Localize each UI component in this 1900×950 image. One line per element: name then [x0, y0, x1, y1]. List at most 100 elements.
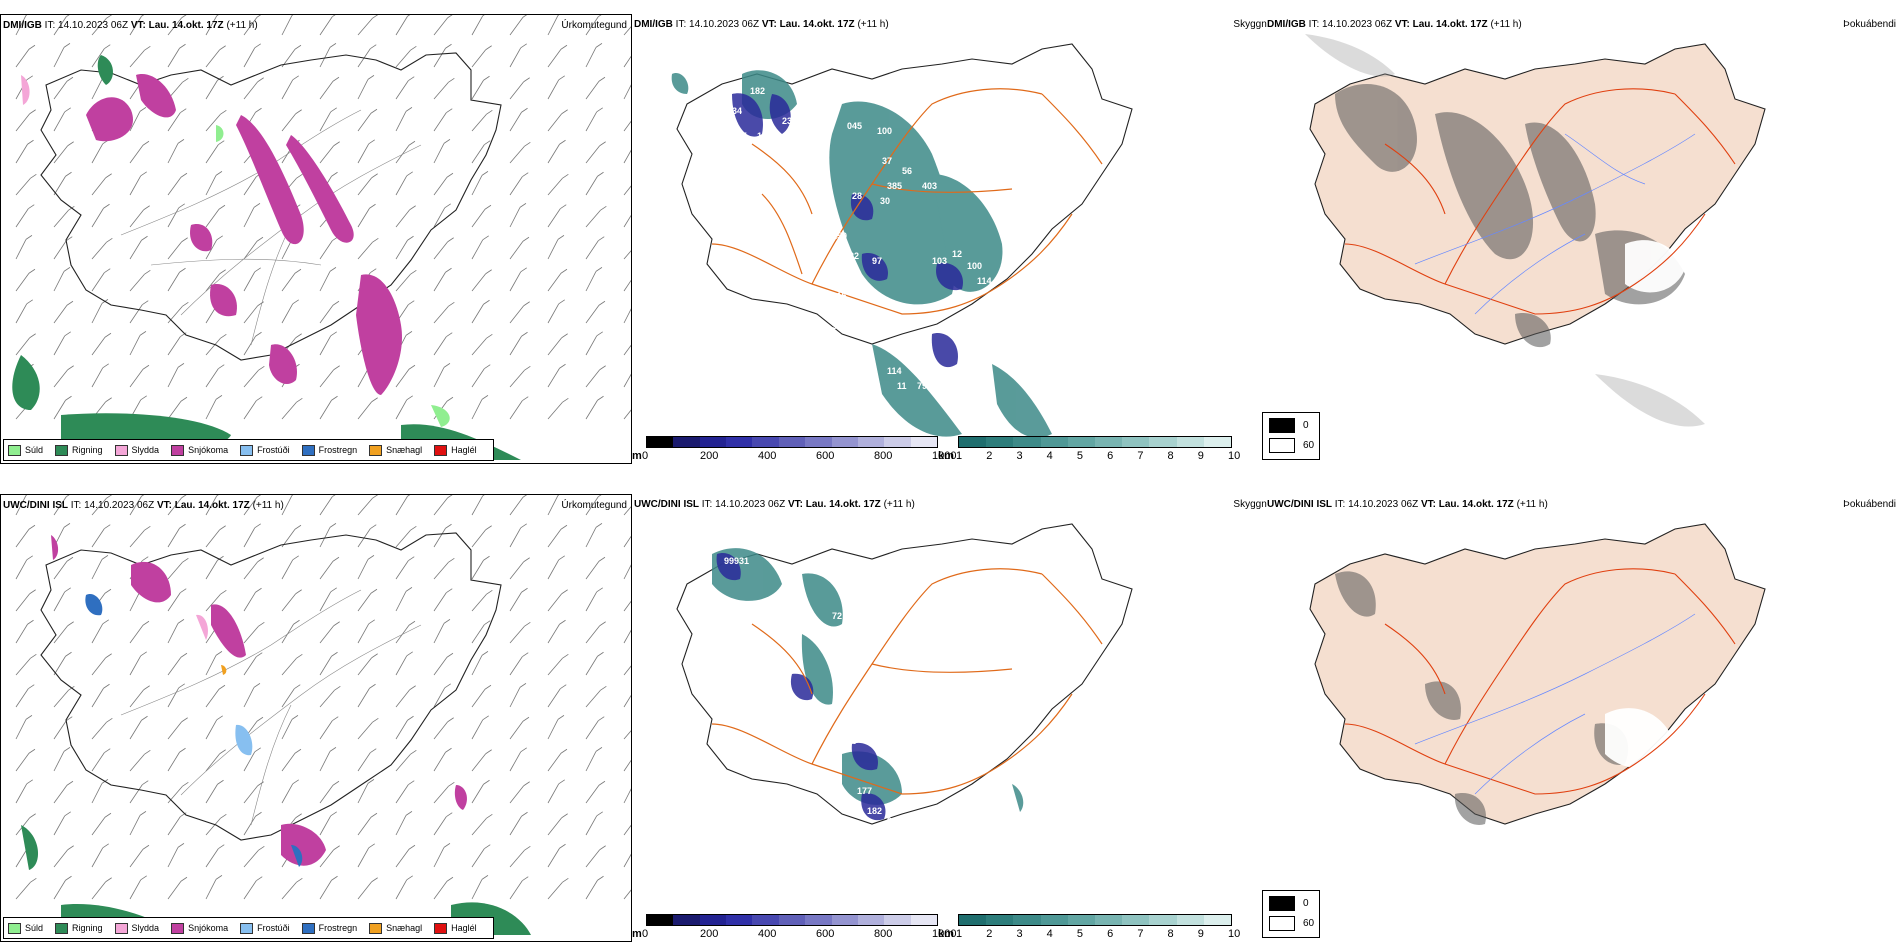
- wind-barb: [585, 625, 600, 644]
- wind-barb: [509, 626, 525, 644]
- wind-barb-flag: [522, 172, 529, 178]
- wind-barb-flag: [333, 845, 340, 851]
- wind-barb: [243, 626, 259, 644]
- wind-barb-flag: [369, 683, 376, 689]
- wind-barb: [129, 784, 143, 804]
- wind-barb-flag: [558, 779, 565, 785]
- wind-barb-flag: [332, 716, 339, 722]
- fog-legend-label: 60: [1303, 440, 1315, 451]
- wind-barb: [281, 688, 295, 708]
- wind-barb-flag: [66, 495, 70, 498]
- wind-barb-flag: [102, 619, 109, 625]
- wind-barb-flag: [367, 779, 375, 784]
- wind-barb: [129, 496, 142, 516]
- wind-barb-flag: [216, 235, 223, 241]
- wind-barb: [319, 496, 333, 516]
- wind-barb-flag: [484, 844, 491, 850]
- header-row1-fog: DMI/IGB IT: 14.10.2023 06Z VT: Lau. 14.o…: [1267, 19, 1522, 30]
- wind-barb-flag: [521, 587, 528, 593]
- wind-barb: [547, 528, 562, 548]
- wind-barb: [471, 784, 484, 804]
- wind-barb-flag: [63, 523, 71, 528]
- wind-barb-flag: [558, 299, 565, 305]
- wind-barb-flag: [295, 813, 302, 819]
- precip-blobs: [21, 535, 531, 935]
- wind-barb-flag: [561, 109, 568, 115]
- wind-barb: [433, 623, 445, 644]
- wind-barb-flag: [443, 619, 451, 624]
- wind-barb: [509, 16, 524, 36]
- wind-barb: [433, 497, 448, 516]
- wind-barb: [243, 207, 255, 228]
- wind-barb: [433, 752, 446, 772]
- wind-barb: [547, 402, 563, 420]
- legend-label: Frostregn: [318, 445, 358, 455]
- wind-barb-flag: [410, 749, 417, 755]
- wind-barb-flag: [101, 555, 109, 560]
- wind-barb: [623, 564, 631, 580]
- colorbar-cell: [778, 915, 806, 925]
- wind-barb: [471, 208, 486, 228]
- wind-barb: [585, 496, 599, 516]
- wind-barb: [205, 239, 218, 260]
- wind-barb-flag: [139, 811, 147, 816]
- wind-barb-flag: [598, 300, 606, 306]
- wind-barb: [395, 815, 407, 836]
- wind-barb: [471, 719, 484, 740]
- wind-barb-flag: [143, 205, 150, 211]
- colorbar-cell: [647, 915, 674, 925]
- wind-barb: [433, 241, 448, 260]
- wind-barb: [471, 175, 483, 196]
- wind-barb: [15, 208, 29, 228]
- wind-barb: [167, 112, 181, 132]
- wind-barb: [395, 879, 408, 900]
- wind-barb-flag: [66, 556, 74, 562]
- wind-barb: [167, 272, 180, 292]
- colorbar-cell: [1013, 437, 1041, 447]
- wind-barb: [243, 305, 258, 324]
- fog-legend-row2: 0 60: [1262, 890, 1320, 938]
- visibility-label: 28: [852, 191, 862, 201]
- wind-barb: [585, 145, 600, 164]
- legend-label: Snjókoma: [188, 445, 229, 455]
- wind-barb-flag: [65, 171, 72, 177]
- wind-barb-flag: [372, 15, 379, 19]
- colorbar-tick: 9: [1197, 928, 1204, 940]
- wind-barb: [243, 850, 259, 868]
- visibility-label: 177: [857, 786, 872, 796]
- wind-barb-flag: [482, 15, 485, 17]
- wind-barb-flag: [65, 875, 72, 881]
- wind-barb-flag: [65, 395, 72, 401]
- wind-barb-flag: [329, 523, 337, 528]
- wind-barb: [281, 752, 296, 772]
- colorbar-cell: [726, 437, 753, 447]
- visibility-label: 37: [882, 156, 892, 166]
- wind-barb-flag: [368, 139, 375, 145]
- wind-barb: [509, 687, 521, 708]
- visibility-label: 167: [837, 276, 852, 286]
- wind-barb-flag: [596, 811, 603, 817]
- wind-barb: [205, 338, 221, 356]
- wind-barb: [129, 175, 142, 196]
- legend-item: Frostregn: [301, 922, 357, 934]
- wind-barb-flag: [28, 44, 36, 50]
- colorbar-cell: [647, 437, 674, 447]
- wind-barb-flag: [410, 269, 417, 275]
- colorbar-cell: [726, 915, 753, 925]
- wind-barb: [395, 175, 408, 196]
- wind-barb-flag: [105, 397, 112, 403]
- wind-barb: [547, 719, 559, 740]
- wind-barb: [509, 271, 522, 292]
- wind-barb: [357, 143, 370, 164]
- wind-barb-flag: [407, 715, 414, 721]
- wind-barb-flag: [598, 15, 602, 18]
- wind-barb-flag: [446, 588, 453, 594]
- wind-barb-flag: [443, 139, 451, 144]
- wind-barb-flag: [26, 299, 33, 305]
- wind-barb-flag: [407, 235, 414, 241]
- visibility-cells: [958, 914, 1232, 926]
- wind-barb: [53, 751, 65, 772]
- colorbar-cell: [884, 915, 911, 925]
- wind-barb-flag: [407, 15, 411, 17]
- wind-barb: [547, 144, 560, 164]
